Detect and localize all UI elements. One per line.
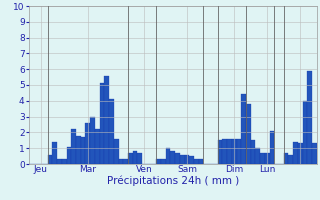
Bar [161,159,166,164]
Bar [222,139,227,164]
Bar [62,159,67,164]
Bar [185,155,189,164]
Bar [241,94,246,164]
Bar [114,139,118,164]
Bar [227,139,232,164]
Bar [236,139,241,164]
Bar [251,140,255,164]
Bar [67,147,71,164]
Bar [307,71,312,164]
Bar [180,155,185,164]
Bar [166,148,171,164]
Bar [156,159,161,164]
Bar [260,153,265,164]
Bar [303,101,307,164]
Bar [52,142,57,164]
Bar [246,104,251,164]
Bar [71,129,76,164]
Bar [189,156,194,164]
Bar [90,117,95,164]
Bar [109,99,114,164]
Bar [288,155,293,164]
Bar [104,76,109,164]
Bar [57,159,62,164]
Bar [255,148,260,164]
Bar [128,153,133,164]
Bar [199,159,204,164]
Bar [218,140,222,164]
Bar [171,151,175,164]
Bar [100,83,104,164]
Bar [85,123,90,164]
Bar [81,137,85,164]
Bar [293,142,298,164]
Bar [232,139,236,164]
Bar [95,129,100,164]
Bar [194,159,199,164]
Bar [76,136,81,164]
Bar [118,159,123,164]
Bar [48,155,52,164]
Bar [123,159,128,164]
Bar [133,151,137,164]
Bar [137,153,142,164]
Bar [284,153,288,164]
Bar [269,131,274,164]
Bar [175,153,180,164]
X-axis label: Précipitations 24h ( mm ): Précipitations 24h ( mm ) [107,176,239,186]
Bar [298,143,303,164]
Bar [312,143,317,164]
Bar [265,153,269,164]
